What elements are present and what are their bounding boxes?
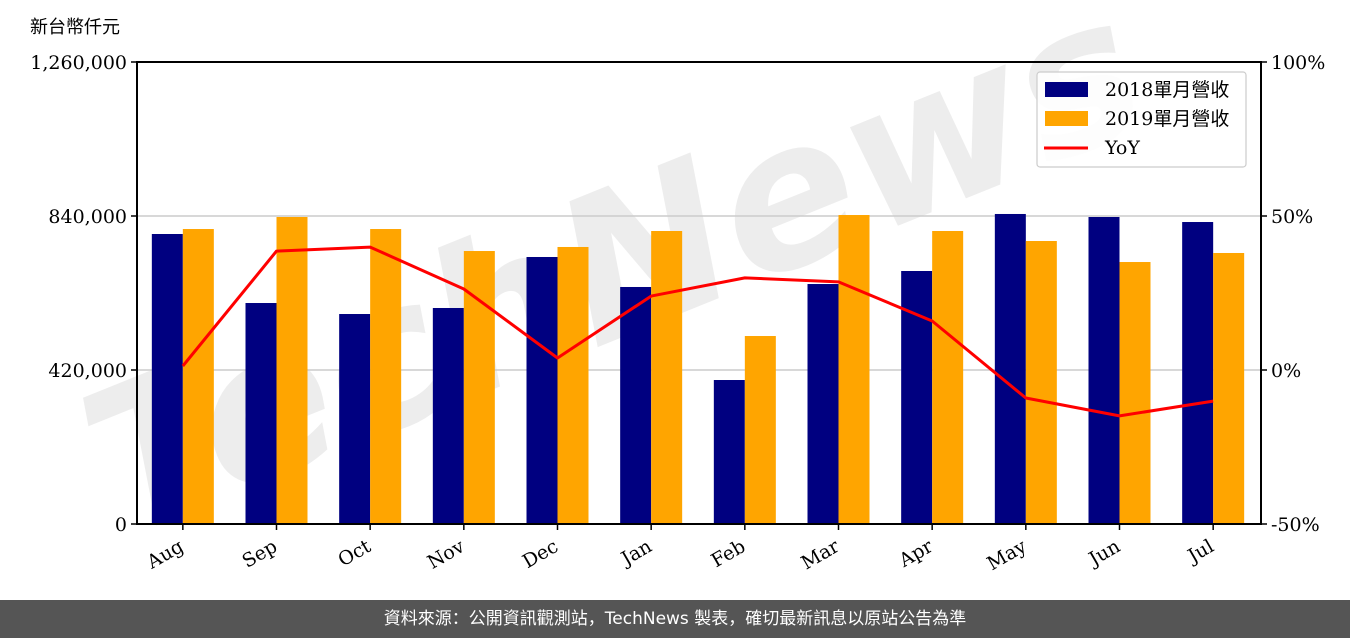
legend-label: YoY	[1104, 137, 1140, 159]
bar-2019-jun	[1119, 262, 1151, 524]
x-tick-label: Nov	[424, 535, 469, 574]
source-footer: 資料來源：公開資訊觀測站，TechNews 製表，確切最新訊息以原站公告為準	[0, 600, 1350, 638]
x-tick-label: Jan	[616, 535, 656, 571]
y2-tick-label: 100%	[1271, 52, 1325, 74]
bar-2019-nov	[463, 251, 495, 524]
gridlines	[137, 215, 1261, 371]
bars	[151, 213, 1245, 525]
bar-2019-apr	[932, 230, 964, 524]
bar-2019-oct	[370, 229, 402, 524]
x-tick-label: May	[983, 535, 1030, 575]
bar-2018-aug	[151, 234, 183, 524]
x-tick-label: Jul	[1182, 535, 1217, 568]
x-tick-label: Oct	[334, 535, 375, 571]
y-tick-label: 840,000	[48, 206, 127, 228]
bar-2019-may	[1025, 241, 1057, 525]
bar-2018-jan	[620, 286, 652, 524]
legend-label: 2019單月營收	[1105, 108, 1229, 130]
y2-tick-label: -50%	[1271, 514, 1320, 536]
bar-2019-jul	[1213, 252, 1245, 524]
y-tick-label: 0	[115, 514, 127, 536]
bar-2018-sep	[245, 303, 277, 524]
bar-2018-mar	[807, 284, 839, 524]
x-tick-label: Mar	[797, 535, 843, 574]
legend: 2018單月營收 2019單月營收 YoY	[1036, 71, 1247, 168]
bar-2019-mar	[838, 215, 870, 524]
bar-2018-nov	[432, 307, 464, 524]
bar-2018-jul	[1182, 222, 1214, 524]
bar-2019-sep	[276, 216, 308, 525]
legend-label: 2018單月營收	[1105, 79, 1229, 101]
revenue-chart: TechNews 0420,000840,0001,260,000-50%0%5…	[30, 0, 1325, 583]
y-tick-label: 420,000	[48, 360, 127, 382]
bar-2019-aug	[182, 229, 214, 524]
x-tick-label: Feb	[708, 535, 750, 572]
y-tick-label: 1,260,000	[30, 52, 127, 74]
bar-2019-feb	[744, 336, 776, 524]
bar-2018-may	[994, 213, 1026, 524]
bar-2018-feb	[713, 380, 745, 524]
x-tick-label: Dec	[519, 535, 562, 573]
bar-2018-dec	[526, 256, 558, 524]
bar-2018-jun	[1088, 216, 1120, 525]
y2-tick-label: 50%	[1271, 206, 1313, 228]
y-axis-unit-label: 新台幣仟元	[30, 17, 120, 38]
x-tick-label: Apr	[895, 535, 938, 572]
y2-tick-label: 0%	[1271, 360, 1301, 382]
yoy-line	[181, 245, 1214, 418]
bar-2018-oct	[339, 314, 371, 524]
x-tick-label: Jun	[1083, 535, 1124, 571]
bar-2019-jan	[651, 230, 683, 524]
bar-2019-dec	[557, 246, 589, 524]
